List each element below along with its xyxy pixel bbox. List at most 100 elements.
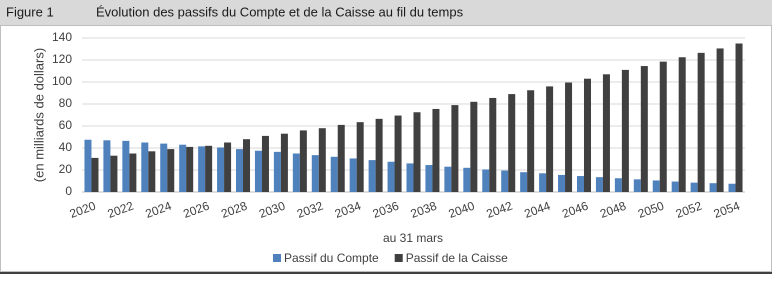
x-tick-label: 2048: [598, 199, 628, 221]
bar: [482, 169, 490, 192]
bar: [311, 155, 319, 192]
bar: [387, 161, 395, 192]
bar: [595, 177, 603, 192]
bar: [576, 176, 584, 192]
bar: [186, 146, 194, 192]
chart-title: Évolution des passifs du Compte et de la…: [96, 4, 464, 19]
x-tick-label: 2022: [106, 199, 136, 221]
bar: [633, 179, 641, 192]
x-tick-label: 2028: [219, 199, 249, 221]
bar: [375, 118, 383, 192]
x-tick-label: 2050: [636, 199, 666, 221]
bar: [91, 157, 99, 192]
bar: [520, 172, 528, 192]
bar: [697, 52, 705, 192]
bar: [690, 182, 698, 192]
y-tick-label: 100: [52, 74, 72, 88]
bar: [160, 143, 168, 192]
header-bar: [0, 0, 772, 25]
bar: [254, 150, 262, 192]
bar: [678, 57, 686, 192]
bar: [432, 108, 440, 192]
x-tick-label: 2026: [181, 199, 211, 221]
legend-swatch: [394, 254, 403, 262]
bar: [501, 170, 509, 192]
bar: [735, 43, 743, 192]
bar: [273, 151, 281, 192]
y-tick-label: 60: [59, 118, 73, 132]
legend-label: Passif du Compte: [284, 251, 379, 265]
bar: [356, 122, 364, 192]
bar: [110, 155, 118, 192]
x-tick-label: 2038: [409, 199, 439, 221]
bar: [394, 115, 402, 192]
y-tick-label: 80: [59, 96, 73, 110]
bar: [621, 69, 629, 192]
y-tick-label: 140: [52, 30, 72, 44]
x-tick-label: 2024: [143, 199, 173, 221]
bar: [299, 130, 307, 192]
bar: [602, 74, 610, 192]
bar: [261, 135, 269, 192]
bar: [716, 48, 724, 193]
bar: [280, 133, 288, 192]
bar: [463, 167, 471, 192]
y-tick-label: 20: [59, 162, 73, 176]
bar: [205, 145, 213, 192]
figure-label: Figure 1: [6, 4, 54, 19]
x-tick-label: 2030: [257, 199, 287, 221]
bar: [349, 158, 357, 192]
y-axis-label: (en milliards de dollars): [31, 48, 46, 182]
x-tick-label: 2020: [68, 199, 98, 221]
x-tick-label: 2034: [333, 199, 363, 221]
x-tick-label: 2040: [447, 199, 477, 221]
y-tick-label: 120: [52, 52, 72, 66]
bar: [709, 183, 717, 192]
bar: [652, 180, 660, 192]
bar: [217, 147, 225, 192]
bar: [671, 181, 679, 192]
legend-label: Passif de la Caisse: [406, 251, 508, 265]
bar: [546, 86, 554, 192]
bar: [337, 124, 345, 192]
bar: [558, 174, 566, 192]
x-tick-label: 2042: [484, 199, 514, 221]
bar: [330, 156, 338, 192]
bar: [614, 178, 622, 192]
bar: [451, 105, 459, 192]
bar: [425, 165, 433, 192]
bar: [84, 139, 92, 192]
bar: [122, 140, 130, 192]
bar: [148, 151, 156, 192]
bar: [413, 112, 421, 192]
bar: [444, 166, 452, 192]
bar: [243, 139, 251, 192]
bar: [292, 153, 300, 192]
y-tick-label: 40: [59, 140, 73, 154]
legend-swatch: [273, 254, 281, 262]
bar: [129, 153, 137, 192]
bar: [103, 140, 111, 192]
x-tick-label: 2046: [560, 199, 590, 221]
x-tick-label: 2054: [712, 199, 742, 221]
bar: [318, 128, 326, 192]
bar: [583, 78, 591, 192]
bar: [198, 146, 206, 192]
bar: [141, 142, 149, 192]
bar: [224, 142, 232, 192]
x-tick-label: 2032: [295, 199, 325, 221]
x-tick-label: 2052: [674, 199, 704, 221]
bar: [368, 160, 376, 192]
x-axis-label: au 31 mars: [383, 231, 443, 245]
y-tick-label: 0: [65, 184, 72, 198]
bar: [236, 149, 244, 192]
bar: [565, 82, 573, 192]
x-tick-label: 2036: [371, 199, 401, 221]
bar: [167, 149, 175, 192]
bar: [728, 183, 736, 192]
bar: [527, 90, 535, 192]
bar: [489, 97, 497, 192]
bar: [470, 101, 478, 192]
x-tick-label: 2044: [522, 199, 552, 221]
